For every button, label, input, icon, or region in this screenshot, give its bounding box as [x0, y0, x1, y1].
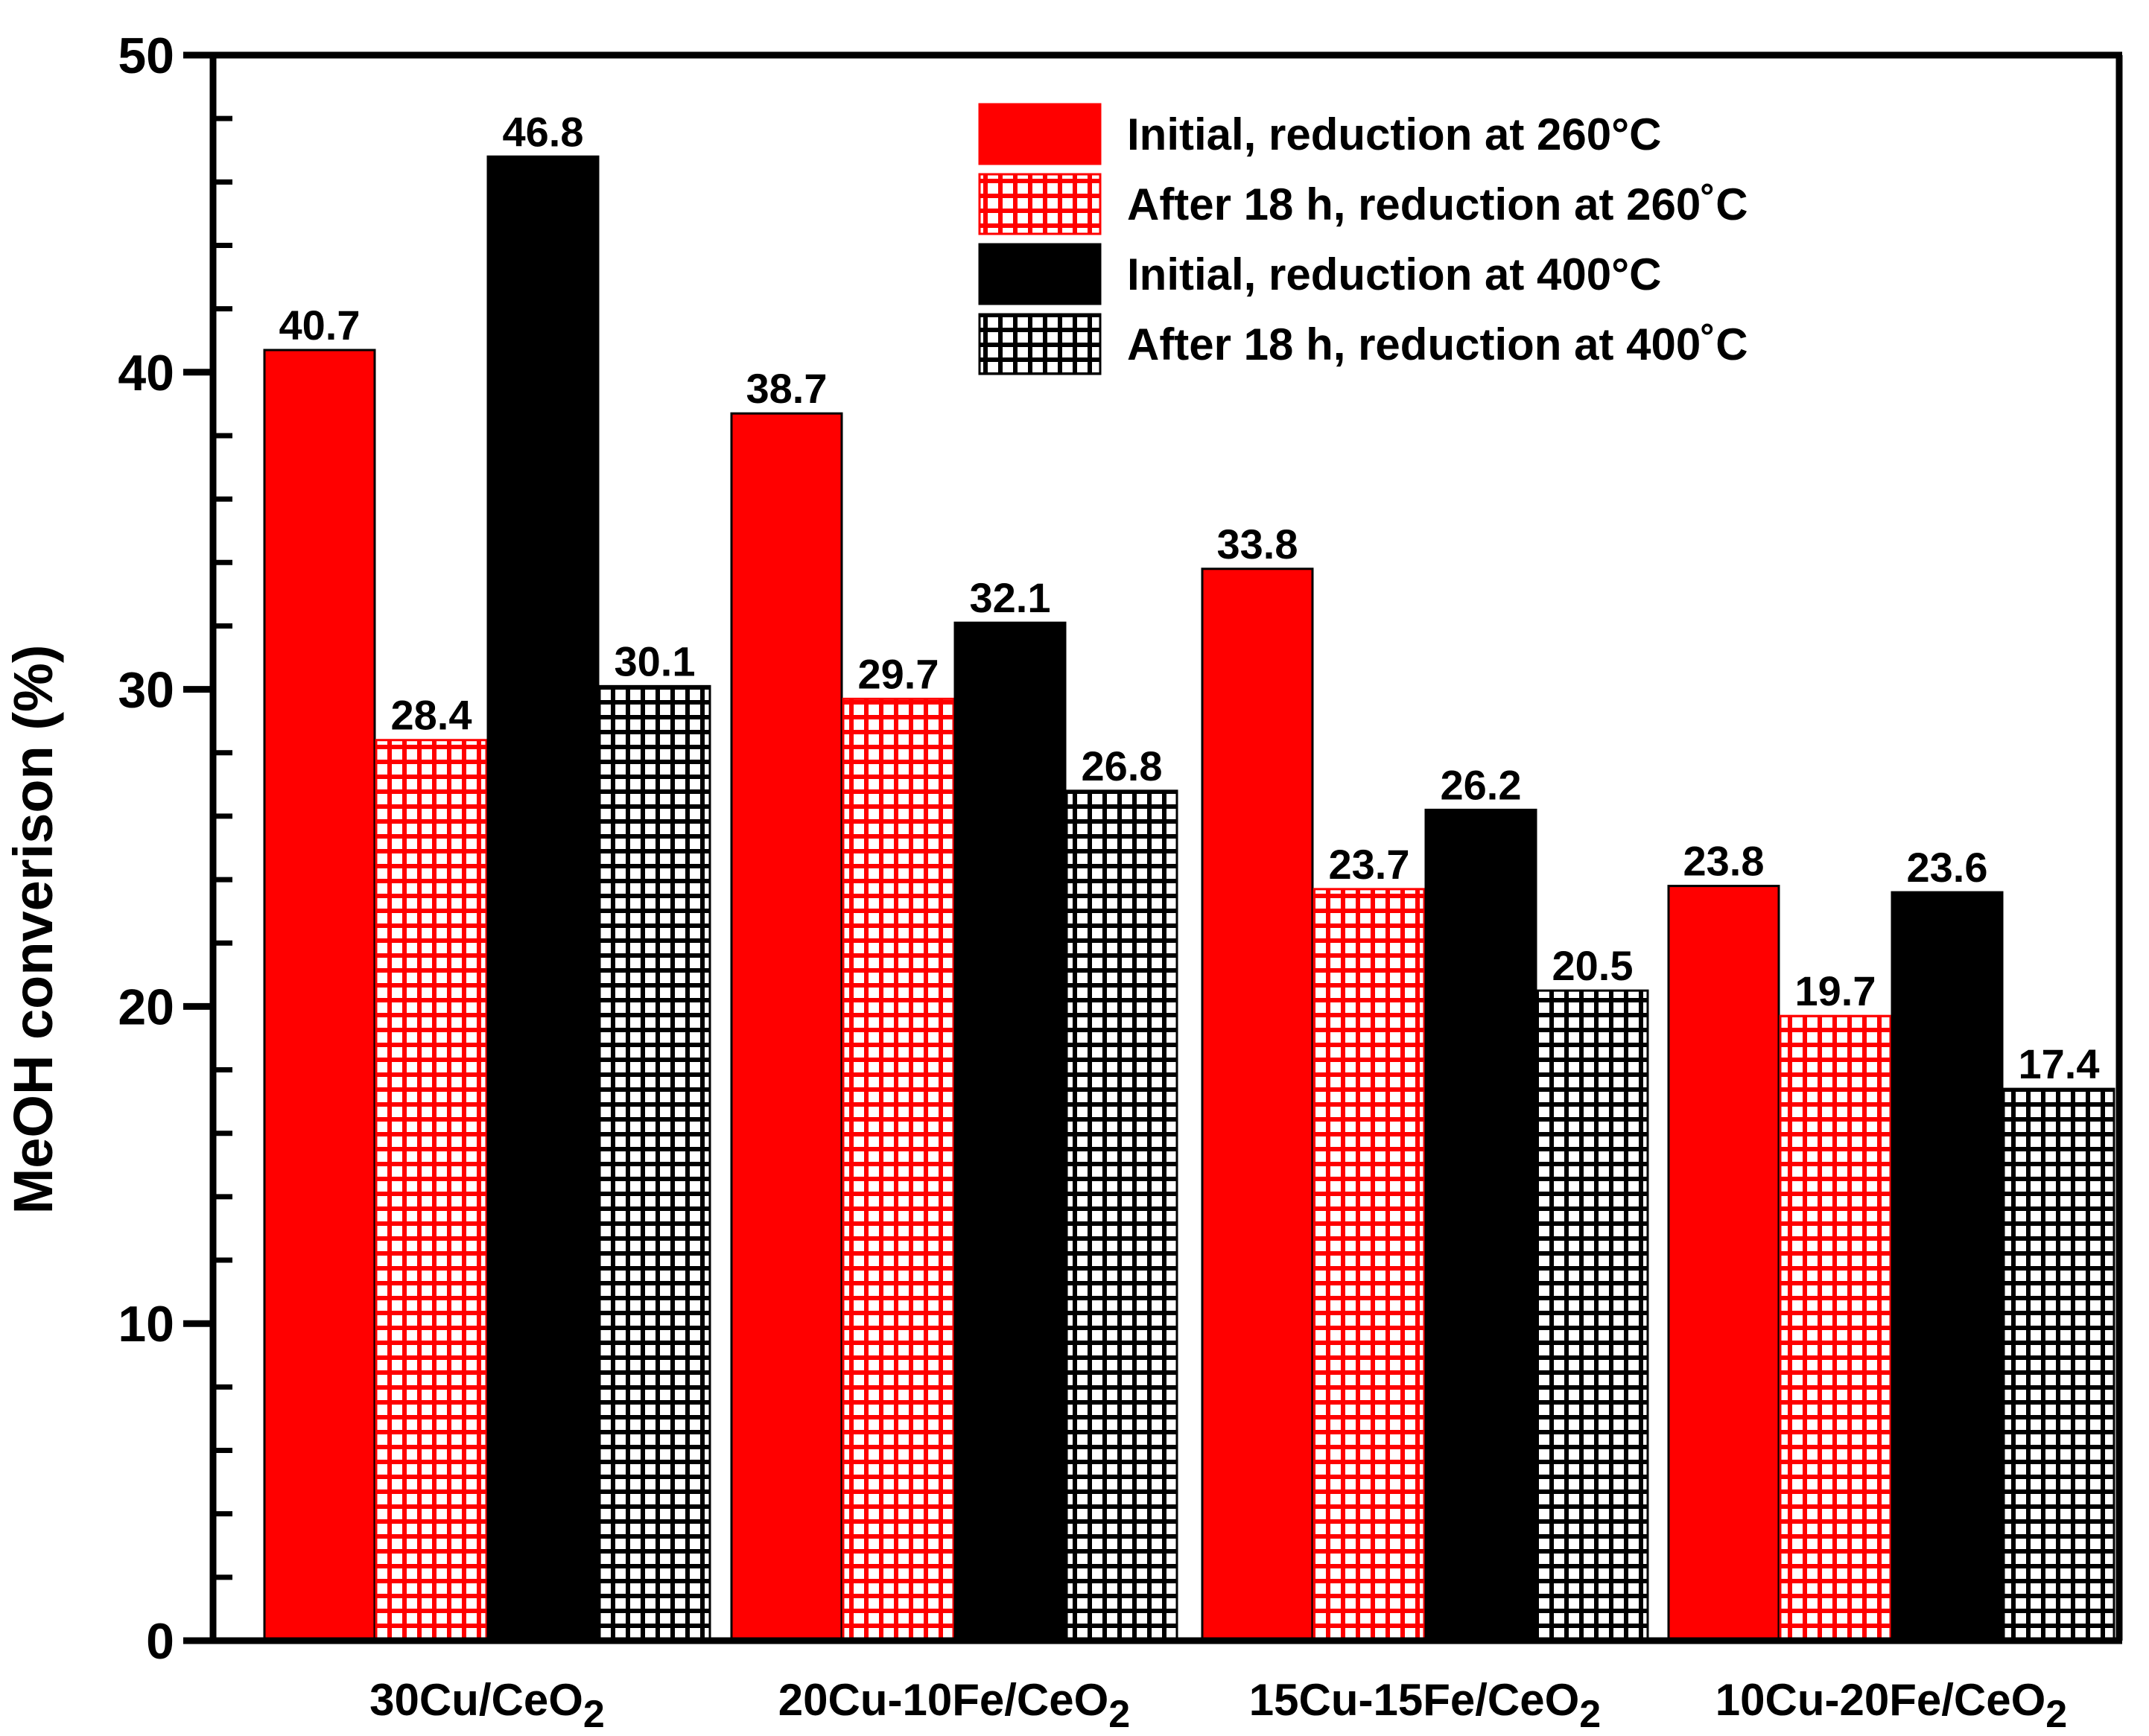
- y-tick-label-5: 40: [118, 345, 174, 401]
- category-main-text: 20Cu-10Fe/CeO: [778, 1675, 1109, 1725]
- bar-1-3: [1201, 567, 1314, 1642]
- category-subscript: 2: [2045, 1693, 2067, 1736]
- legend-swatch-2: [978, 173, 1102, 235]
- x-category-label-4: 10Cu-20Fe/CeO2: [1715, 1675, 2067, 1736]
- bar-3-4: [1891, 891, 2004, 1642]
- y-tick-labels: 0 10 20 30 40 50: [118, 28, 174, 1670]
- bar-4-4: [2002, 1087, 2115, 1642]
- bar-3-3: [1424, 808, 1537, 1642]
- bar-2-4: [1779, 1014, 1892, 1642]
- bar-3-1: [486, 155, 600, 1642]
- data-label-2-3: 23.7: [1329, 841, 1410, 888]
- y-axis-title: MeOH converison (%): [2, 645, 64, 1215]
- x-category-labels: 30Cu/CeO2 20Cu-10Fe/CeO2 15Cu-15Fe/CeO2 10C…: [369, 1675, 2067, 1736]
- data-label-4-4: 17.4: [2019, 1040, 2100, 1087]
- bar-3-2: [953, 621, 1067, 1642]
- category-subscript: 2: [1579, 1693, 1601, 1736]
- data-label-1-1: 40.7: [279, 302, 361, 349]
- data-label-2-2: 29.7: [858, 650, 939, 697]
- legend-swatch-1: [978, 103, 1102, 165]
- legend: Initial, reduction at 260°C After 18 h, r…: [978, 103, 1748, 375]
- category-main-text: 15Cu-15Fe/CeO: [1249, 1675, 1580, 1725]
- data-label-3-3: 26.2: [1441, 761, 1522, 808]
- data-label-2-1: 28.4: [391, 692, 472, 739]
- bar-4-3: [1536, 989, 1649, 1642]
- y-tick-label-2: 10: [118, 1296, 174, 1352]
- category-main-text: 30Cu/CeO: [369, 1675, 583, 1725]
- legend-swatch-4: [978, 313, 1102, 375]
- y-tick-label-1: 0: [146, 1613, 174, 1670]
- x-category-label-3: 15Cu-15Fe/CeO2: [1249, 1675, 1601, 1736]
- bar-4-2: [1065, 789, 1178, 1642]
- legend-label-2: After 18 h, reduction at 260˚C: [1127, 179, 1748, 229]
- bars-group: [263, 155, 2115, 1642]
- bar-2-3: [1312, 888, 1426, 1642]
- x-category-label-1: 30Cu/CeO2: [369, 1675, 605, 1736]
- category-subscript: 2: [583, 1693, 605, 1736]
- data-label-1-4: 23.8: [1683, 838, 1765, 885]
- category-subscript: 2: [1108, 1693, 1130, 1736]
- bar-2-1: [375, 739, 488, 1642]
- legend-label-4: After 18 h, reduction at 400˚C: [1127, 319, 1748, 369]
- data-label-2-4: 19.7: [1795, 967, 1876, 1014]
- legend-label-3: Initial, reduction at 400°C: [1127, 249, 1661, 299]
- bar-1-1: [263, 349, 376, 1642]
- category-main-text: 10Cu-20Fe/CeO: [1715, 1675, 2046, 1725]
- data-label-1-2: 38.7: [746, 365, 828, 412]
- bar-2-2: [842, 697, 955, 1642]
- data-label-3-4: 23.6: [1907, 844, 1988, 891]
- bar-1-2: [730, 412, 843, 1642]
- legend-label-1: Initial, reduction at 260°C: [1127, 109, 1661, 159]
- bar-4-1: [598, 684, 711, 1642]
- axes-group: [183, 51, 2123, 1644]
- bar-1-4: [1667, 885, 1780, 1642]
- data-labels-group: 40.7 38.7 33.8 23.8 28.4 29.7 23.7 19.7 46.8 32.1…: [279, 108, 2100, 1087]
- y-tick-label-6: 50: [118, 28, 174, 84]
- data-label-1-3: 33.8: [1217, 521, 1298, 567]
- data-label-3-2: 32.1: [970, 574, 1051, 621]
- legend-swatch-3: [978, 243, 1102, 305]
- data-label-4-2: 26.8: [1082, 743, 1163, 789]
- data-label-4-1: 30.1: [615, 638, 696, 684]
- x-category-label-2: 20Cu-10Fe/CeO2: [778, 1675, 1130, 1736]
- y-tick-label-4: 30: [118, 662, 174, 719]
- y-tick-label-3: 20: [118, 979, 174, 1035]
- data-label-4-3: 20.5: [1552, 942, 1634, 989]
- data-label-3-1: 46.8: [503, 108, 584, 155]
